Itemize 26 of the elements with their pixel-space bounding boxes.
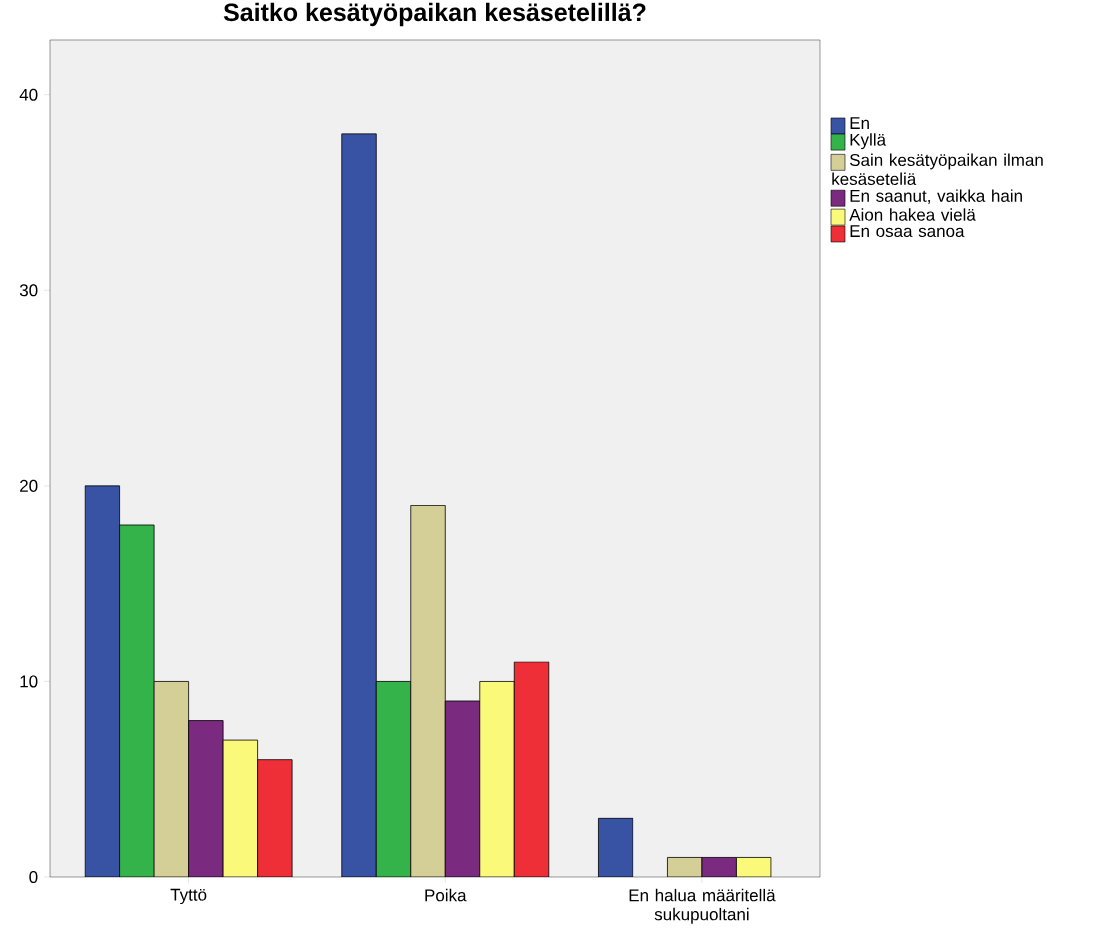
bar (119, 524, 155, 877)
bar (444, 700, 481, 877)
x-tick-label: En halua määritellä sukupuoltani (629, 888, 776, 924)
bar (84, 485, 120, 877)
legend-label: En (850, 117, 869, 129)
legend-label: Sain kesätyöpaikan ilman kesäseteliä (832, 153, 1043, 186)
legend-label: Kyllä (850, 133, 887, 150)
x-tick-label: Poika (425, 888, 467, 902)
bar (375, 681, 412, 877)
bar (479, 681, 515, 877)
y-tick-label: 0 (29, 870, 38, 884)
y-tick-label: 10 (20, 675, 38, 688)
y-tick-label: 40 (19, 88, 38, 101)
y-tick-label: 20 (20, 479, 38, 492)
bar (222, 739, 259, 877)
legend-label: Aion hakea vielä (849, 208, 976, 221)
bar (188, 720, 224, 877)
bar (513, 661, 550, 877)
y-tick-label: 30 (19, 284, 38, 297)
legend-label: En saanut, vaikka hain (850, 189, 1022, 204)
legend-label: En osaa sanoa (850, 225, 965, 238)
bar (257, 759, 293, 877)
bar (598, 817, 634, 877)
bar (341, 133, 377, 877)
x-tick-label: Tyttö (170, 888, 207, 905)
chart-title: Saitko kesätyöpaikan kesäsetelillä? (223, 2, 646, 27)
